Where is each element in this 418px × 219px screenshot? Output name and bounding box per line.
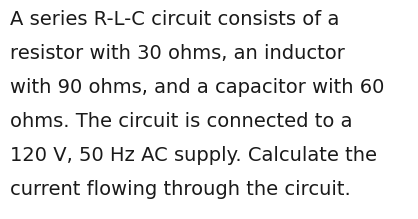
- Text: A series R-L-C circuit consists of a: A series R-L-C circuit consists of a: [10, 10, 340, 29]
- Text: ohms. The circuit is connected to a: ohms. The circuit is connected to a: [10, 112, 353, 131]
- Text: with 90 ohms, and a capacitor with 60: with 90 ohms, and a capacitor with 60: [10, 78, 385, 97]
- Text: current flowing through the circuit.: current flowing through the circuit.: [10, 180, 351, 199]
- Text: resistor with 30 ohms, an inductor: resistor with 30 ohms, an inductor: [10, 44, 345, 63]
- Text: 120 V, 50 Hz AC supply. Calculate the: 120 V, 50 Hz AC supply. Calculate the: [10, 146, 377, 165]
